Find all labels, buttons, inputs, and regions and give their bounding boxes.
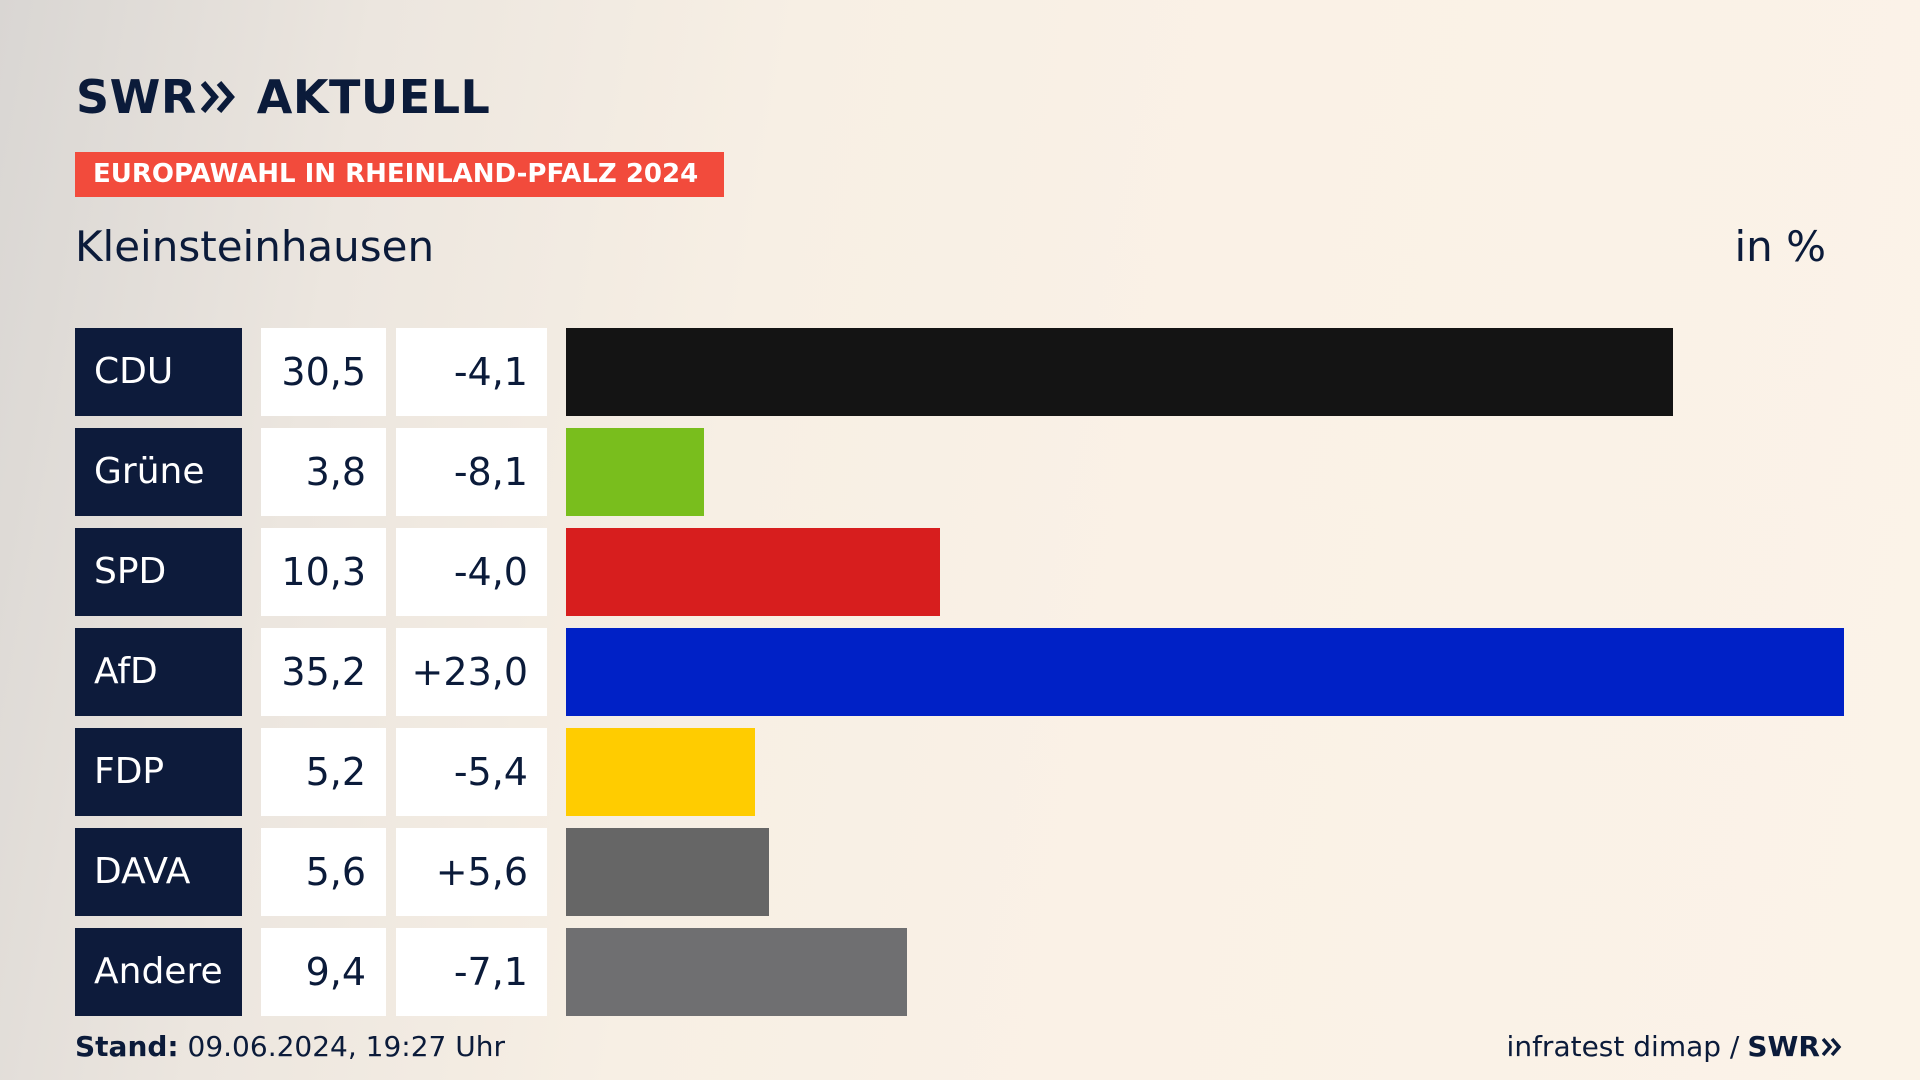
change-value: -4,0 <box>396 528 547 616</box>
share-value: 5,2 <box>261 728 386 816</box>
bar <box>566 428 704 516</box>
change-value: -8,1 <box>396 428 547 516</box>
change-value: +23,0 <box>396 628 547 716</box>
logo-aktuell-text: AKTUELL <box>256 70 491 124</box>
footer-swr-logo: SWR <box>1747 1030 1844 1063</box>
party-label: SPD <box>75 528 242 616</box>
bar <box>566 328 1673 416</box>
election-kicker: EUROPAWAHL IN RHEINLAND-PFALZ 2024 <box>75 152 724 197</box>
share-value: 30,5 <box>261 328 386 416</box>
stand-label: Stand: <box>75 1030 179 1063</box>
party-label: DAVA <box>75 828 242 916</box>
footer-logo-text: SWR <box>1747 1030 1820 1063</box>
change-value: -5,4 <box>396 728 547 816</box>
stand-value: 09.06.2024, 19:27 Uhr <box>187 1030 505 1063</box>
share-value: 9,4 <box>261 928 386 1016</box>
share-value: 10,3 <box>261 528 386 616</box>
place-title: Kleinsteinhausen <box>75 222 435 271</box>
double-chevron-icon <box>1822 1037 1842 1056</box>
bar <box>566 528 940 616</box>
unit-label: in % <box>1734 222 1826 271</box>
bar <box>566 628 1844 716</box>
source-credit: infratest dimap / SWR <box>1507 1030 1844 1063</box>
double-chevron-icon <box>200 80 239 114</box>
share-value: 35,2 <box>261 628 386 716</box>
swr-aktuell-logo: SWR AKTUELL <box>76 70 490 124</box>
timestamp: Stand: 09.06.2024, 19:27 Uhr <box>75 1030 505 1063</box>
party-label: CDU <box>75 328 242 416</box>
share-value: 3,8 <box>261 428 386 516</box>
party-label: Andere <box>75 928 242 1016</box>
change-value: -4,1 <box>396 328 547 416</box>
source-text: infratest dimap / <box>1506 1030 1740 1063</box>
bar <box>566 828 769 916</box>
change-value: +5,6 <box>396 828 547 916</box>
bar <box>566 928 907 1016</box>
share-value: 5,6 <box>261 828 386 916</box>
party-label: FDP <box>75 728 242 816</box>
logo-swr-text: SWR <box>76 70 197 124</box>
party-label: Grüne <box>75 428 242 516</box>
party-label: AfD <box>75 628 242 716</box>
change-value: -7,1 <box>396 928 547 1016</box>
bar <box>566 728 755 816</box>
